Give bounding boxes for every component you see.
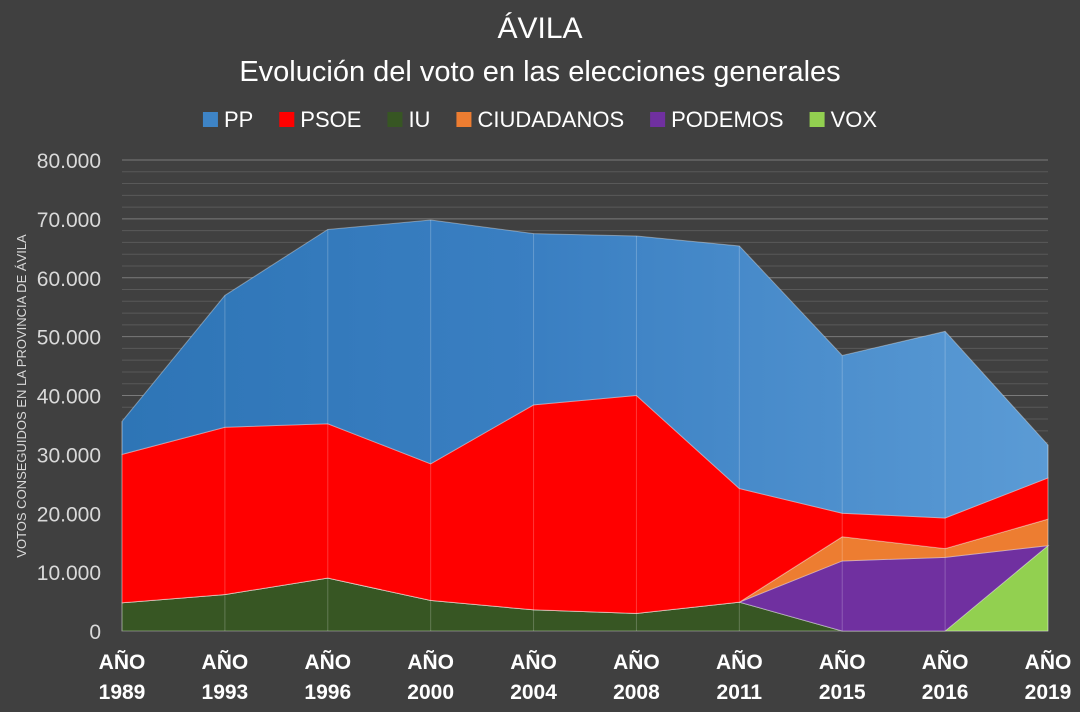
chart-title: ÁVILA xyxy=(497,12,582,45)
legend-item-psoe: PSOE xyxy=(279,107,361,132)
legend-label: PODEMOS xyxy=(671,107,783,132)
y-tick-label: 30.000 xyxy=(37,444,101,467)
category-lines xyxy=(121,220,1049,631)
x-tick-label: 2019 xyxy=(1025,681,1072,704)
legend-swatch xyxy=(387,112,403,127)
legend-swatch xyxy=(809,112,825,127)
legend-swatch xyxy=(650,112,666,127)
legend-label: VOX xyxy=(831,107,878,132)
x-axis: AÑO 1989 AÑO 1993 AÑO 1996 AÑO 2000 AÑO 2004 AÑO 20… xyxy=(99,651,1072,704)
y-axis-label: VOTOS CONSEGUIDOS EN LA PROVINCIA DE ÁVI… xyxy=(14,234,29,558)
legend-swatch xyxy=(202,112,218,127)
x-tick-label: AÑO xyxy=(613,651,660,674)
plot-areas xyxy=(121,219,1050,632)
x-tick-label: AÑO xyxy=(202,651,249,674)
area-pp xyxy=(121,219,1049,519)
x-tick-label: AÑO xyxy=(922,651,969,674)
x-tick-label: 2015 xyxy=(819,681,866,704)
x-tick-label: AÑO xyxy=(716,651,763,674)
y-tick-label: 60.000 xyxy=(37,268,101,291)
y-tick-label: 20.000 xyxy=(37,503,101,526)
y-axis: 0 10.000 20.000 30.000 40.000 50.000 60.000 70.… xyxy=(37,150,101,644)
area-psoe xyxy=(121,394,1049,614)
x-tick-label: 2016 xyxy=(922,681,969,704)
legend-swatch xyxy=(279,112,295,127)
y-tick-label: 70.000 xyxy=(37,209,101,232)
legend-item-podemos: PODEMOS xyxy=(650,107,784,132)
x-tick-label: 1989 xyxy=(99,681,146,704)
legend-item-pp: PP xyxy=(202,107,253,132)
x-tick-label: AÑO xyxy=(1025,651,1072,674)
x-tick-label: AÑO xyxy=(99,651,146,674)
legend-item-vox: VOX xyxy=(809,107,878,132)
chart-subtitle: Evolución del voto en las elecciones gen… xyxy=(239,56,840,88)
x-tick-label: AÑO xyxy=(407,651,454,674)
x-tick-label: 1996 xyxy=(304,681,351,704)
y-tick-label: 40.000 xyxy=(37,386,101,409)
legend-label: PSOE xyxy=(300,107,361,132)
y-tick-label: 10.000 xyxy=(37,562,101,585)
x-tick-label: AÑO xyxy=(304,651,351,674)
legend-swatch xyxy=(456,112,472,127)
legend-label: CIUDADANOS xyxy=(477,107,624,132)
y-tick-label: 80.000 xyxy=(37,150,101,173)
x-tick-label: AÑO xyxy=(819,651,866,674)
legend-label: PP xyxy=(224,107,253,132)
x-tick-label: 2004 xyxy=(510,681,557,704)
x-tick-label: 2008 xyxy=(613,681,660,704)
legend-label: IU xyxy=(408,107,430,132)
y-tick-label: 0 xyxy=(89,621,101,644)
x-tick-label: 2000 xyxy=(407,681,454,704)
x-tick-label: AÑO xyxy=(510,651,557,674)
legend-item-iu: IU xyxy=(387,107,430,132)
legend-item-ciudadanos: CIUDADANOS xyxy=(456,107,624,132)
legend: PP PSOE IU CIUDADANOS PODEMOS VOX xyxy=(202,107,878,132)
y-tick-label: 50.000 xyxy=(37,327,101,350)
x-tick-label: 1993 xyxy=(202,681,249,704)
x-tick-label: 2011 xyxy=(717,681,763,704)
